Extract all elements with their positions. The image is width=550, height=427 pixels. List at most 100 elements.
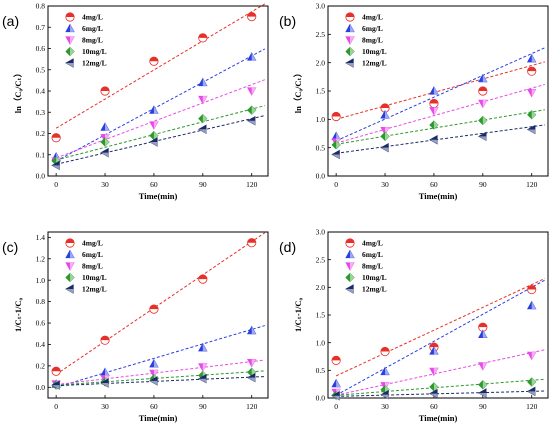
y-tick-label: 0.5 [36, 65, 46, 74]
data-point [246, 116, 256, 126]
legend-label: 10mg/L [362, 273, 387, 282]
plot-frame [47, 231, 269, 399]
y-axis-label: 1/Cₜ-1/C₀ [293, 298, 303, 332]
legend-label: 10mg/L [82, 47, 107, 56]
y-tick-label: 0.3 [36, 108, 46, 117]
legend-marker [345, 272, 355, 283]
data-point [149, 121, 159, 130]
x-tick-label: 120 [246, 180, 258, 189]
y-tick-label: 1.4 [36, 233, 46, 242]
data-point [100, 367, 110, 376]
legend-label: 8mg/L [82, 262, 103, 271]
data-point [478, 115, 488, 126]
chart-panel-2: 0 30 60 90 120 0.0 0.5 1.0 1.5 2.0 2.5 3.0 Time(min)… [279, 2, 549, 201]
data-point [331, 355, 341, 365]
fit-line-8mg/L [336, 349, 545, 396]
y-tick-label: 1.2 [36, 254, 46, 263]
y-tick-label: 2.0 [316, 283, 326, 292]
y-tick-label: 0.5 [316, 143, 326, 152]
data-point [100, 378, 109, 388]
data-point [477, 131, 487, 142]
x-tick-label: 60 [430, 180, 438, 189]
fit-line-10mg/L [336, 378, 545, 396]
x-tick-label: 30 [381, 402, 389, 411]
y-axis-label: ln（C₀/Cₜ） [293, 69, 303, 113]
data-point [380, 131, 390, 141]
panel-label: (b) [279, 13, 296, 29]
data-point [527, 377, 537, 387]
data-point [478, 99, 488, 109]
x-tick-label: 90 [479, 180, 487, 189]
legend-marker [65, 262, 75, 271]
data-point [526, 300, 537, 310]
x-tick-label: 30 [101, 402, 109, 411]
fit-line-4mg/L [335, 277, 546, 377]
y-tick-label: 3.0 [316, 2, 326, 11]
data-point [331, 149, 340, 160]
x-tick-label: 30 [381, 180, 389, 189]
x-tick-label: 90 [199, 180, 207, 189]
legend-label: 12mg/L [362, 285, 387, 294]
fit-line-12mg/L [336, 390, 545, 397]
data-point [380, 366, 390, 376]
data-point [100, 86, 110, 96]
data-point [246, 325, 257, 335]
legend-label: 12mg/L [82, 285, 107, 294]
data-point [478, 322, 488, 332]
legend-marker [345, 36, 355, 45]
data-point [100, 147, 109, 158]
data-point [246, 87, 257, 96]
y-tick-label: 0.1 [36, 150, 46, 159]
data-point [100, 335, 110, 345]
y-tick-label: 2.0 [316, 58, 326, 67]
y-tick-label: 0.0 [316, 172, 326, 181]
fit-line-6mg/L [55, 48, 266, 162]
x-tick-label: 90 [199, 402, 207, 411]
fit-line-6mg/L [56, 325, 265, 388]
data-point [331, 391, 340, 401]
fit-line-12mg/L [336, 124, 545, 154]
y-tick-label: 0.5 [316, 366, 326, 375]
legend-marker [65, 272, 75, 283]
data-point [478, 73, 488, 83]
panel-label: (d) [279, 239, 296, 255]
fit-line-10mg/L [56, 105, 265, 161]
data-point [429, 367, 439, 377]
data-point [246, 52, 257, 61]
data-point [526, 386, 536, 397]
y-tick-label: 1.0 [316, 115, 326, 124]
data-point [429, 346, 439, 355]
legend-marker [65, 23, 75, 33]
data-point [526, 53, 537, 63]
data-point [429, 86, 439, 95]
data-point [527, 66, 537, 76]
y-tick-label: 1.5 [316, 87, 326, 96]
data-point [198, 363, 208, 372]
legend-marker [345, 46, 355, 57]
data-point [197, 124, 207, 134]
data-point [198, 33, 208, 43]
data-point [198, 114, 208, 124]
legend-label: 8mg/L [362, 36, 383, 45]
legend-marker [345, 249, 355, 259]
data-point [527, 284, 537, 295]
x-axis-label: Time(min) [139, 191, 178, 201]
y-tick-label: 1.5 [316, 311, 326, 320]
legend-label: 12mg/L [82, 59, 107, 68]
y-tick-label: 0.0 [36, 172, 46, 181]
x-axis-label: Time(min) [419, 413, 458, 423]
legend-label: 8mg/L [82, 36, 103, 45]
x-tick-label: 60 [430, 402, 438, 411]
y-tick-label: 0.0 [316, 394, 326, 403]
data-point [51, 366, 61, 376]
fit-line-8mg/L [336, 83, 545, 144]
data-point [198, 95, 208, 105]
data-point [429, 120, 439, 130]
legend-marker [345, 284, 354, 294]
data-point [477, 388, 487, 398]
legend-marker [65, 238, 75, 248]
data-point [380, 346, 390, 357]
legend-label: 4mg/L [82, 13, 103, 22]
x-axis-label: Time(min) [139, 413, 178, 423]
data-point [149, 376, 158, 386]
